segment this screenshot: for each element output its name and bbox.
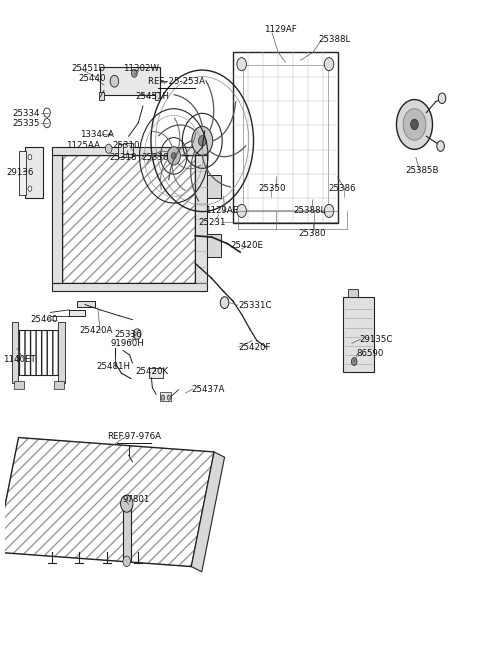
- Circle shape: [396, 100, 432, 149]
- Circle shape: [28, 186, 32, 191]
- Circle shape: [167, 147, 180, 165]
- Text: 25334: 25334: [12, 109, 39, 118]
- Text: 25330: 25330: [142, 153, 169, 162]
- Circle shape: [324, 58, 334, 71]
- Circle shape: [403, 109, 426, 140]
- Bar: [123, 143, 133, 154]
- Bar: [207, 234, 221, 257]
- Bar: [100, 67, 159, 95]
- Text: 25437A: 25437A: [192, 384, 225, 394]
- Text: 25331C: 25331C: [238, 301, 271, 310]
- Text: 25386: 25386: [329, 184, 356, 193]
- Circle shape: [171, 153, 176, 159]
- Text: 25385B: 25385B: [405, 166, 439, 175]
- Circle shape: [167, 395, 171, 400]
- Circle shape: [437, 141, 444, 151]
- Text: 25460: 25460: [30, 315, 58, 324]
- Text: 91960H: 91960H: [111, 339, 144, 348]
- Bar: [59, 322, 65, 383]
- Bar: [52, 147, 207, 155]
- Circle shape: [123, 556, 131, 567]
- Circle shape: [438, 93, 446, 103]
- Text: 25420F: 25420F: [238, 343, 270, 352]
- Circle shape: [237, 58, 246, 71]
- Text: 1125AA: 1125AA: [66, 141, 100, 150]
- Circle shape: [324, 204, 334, 217]
- Bar: [99, 92, 104, 100]
- Circle shape: [237, 204, 246, 217]
- Polygon shape: [69, 310, 85, 316]
- Bar: [25, 147, 43, 198]
- Bar: [123, 504, 131, 561]
- Text: 25420K: 25420K: [136, 367, 169, 376]
- Circle shape: [110, 75, 119, 87]
- Circle shape: [220, 297, 229, 309]
- Text: 86590: 86590: [357, 349, 384, 358]
- Circle shape: [44, 108, 50, 117]
- Text: 29136: 29136: [7, 168, 34, 177]
- Text: 25335: 25335: [12, 119, 39, 128]
- Bar: [62, 155, 195, 283]
- Circle shape: [132, 69, 137, 77]
- Bar: [238, 59, 333, 216]
- Bar: [149, 368, 163, 378]
- Bar: [54, 381, 64, 389]
- Polygon shape: [0, 438, 214, 567]
- Circle shape: [198, 136, 206, 146]
- Text: 25440: 25440: [78, 74, 106, 83]
- Text: 25388L: 25388L: [319, 35, 351, 44]
- Bar: [19, 151, 26, 195]
- Text: 25380: 25380: [298, 229, 325, 238]
- Bar: [207, 175, 221, 198]
- Text: 25481H: 25481H: [96, 362, 131, 371]
- Bar: [233, 52, 337, 223]
- Text: 25451H: 25451H: [135, 92, 169, 102]
- Polygon shape: [77, 301, 96, 307]
- Text: REF. 25-253A: REF. 25-253A: [148, 77, 204, 86]
- Text: 25388L: 25388L: [293, 206, 325, 215]
- Circle shape: [120, 495, 133, 512]
- Text: 25310: 25310: [112, 141, 140, 150]
- Bar: [348, 289, 358, 297]
- Text: 97801: 97801: [123, 495, 150, 504]
- Circle shape: [161, 395, 165, 400]
- Circle shape: [351, 358, 357, 365]
- Text: 25336: 25336: [114, 329, 142, 339]
- Text: 25350: 25350: [259, 184, 286, 193]
- Text: 1140ET: 1140ET: [3, 355, 36, 364]
- Bar: [343, 297, 374, 372]
- Text: 1334CA: 1334CA: [80, 130, 114, 139]
- Bar: [195, 155, 207, 283]
- Circle shape: [28, 155, 32, 160]
- Text: REF.97-976A: REF.97-976A: [108, 432, 161, 441]
- Text: 11302W: 11302W: [122, 64, 158, 73]
- Circle shape: [133, 329, 141, 339]
- Circle shape: [192, 126, 213, 155]
- Bar: [17, 330, 60, 375]
- Bar: [62, 155, 195, 283]
- Text: 25318: 25318: [109, 153, 137, 162]
- Bar: [159, 392, 171, 401]
- Circle shape: [44, 119, 50, 128]
- Bar: [242, 66, 328, 210]
- Bar: [118, 144, 132, 157]
- Circle shape: [106, 144, 112, 153]
- Text: 25420E: 25420E: [231, 241, 264, 250]
- Text: 1129AF: 1129AF: [264, 25, 297, 34]
- Bar: [52, 283, 207, 291]
- Text: 25231: 25231: [198, 217, 226, 227]
- Polygon shape: [192, 452, 225, 572]
- Text: 25420A: 25420A: [80, 326, 113, 335]
- Text: 1129AE: 1129AE: [204, 206, 238, 215]
- Bar: [155, 92, 159, 100]
- Bar: [14, 381, 24, 389]
- Text: 25451D: 25451D: [71, 64, 106, 73]
- Circle shape: [411, 119, 418, 130]
- Bar: [12, 322, 18, 383]
- Bar: [52, 155, 62, 283]
- Text: 29135C: 29135C: [360, 335, 393, 344]
